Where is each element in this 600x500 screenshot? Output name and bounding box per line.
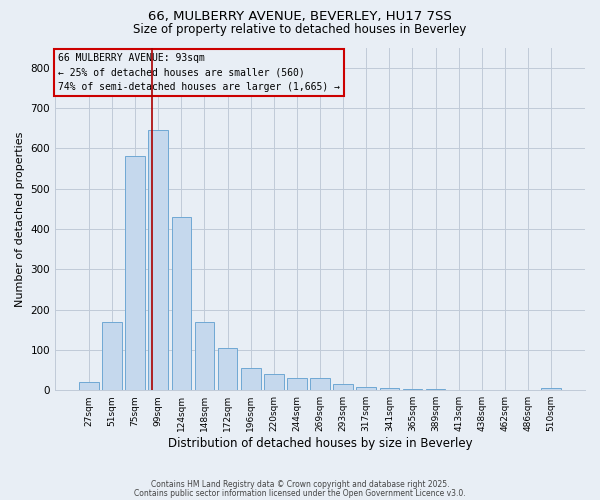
Text: Size of property relative to detached houses in Beverley: Size of property relative to detached ho… xyxy=(133,22,467,36)
Bar xyxy=(125,156,145,390)
Bar xyxy=(102,322,122,390)
X-axis label: Distribution of detached houses by size in Beverley: Distribution of detached houses by size … xyxy=(168,437,472,450)
Bar xyxy=(356,387,376,390)
Bar xyxy=(310,378,330,390)
Text: Contains public sector information licensed under the Open Government Licence v3: Contains public sector information licen… xyxy=(134,488,466,498)
Bar xyxy=(218,348,238,390)
Bar xyxy=(380,388,399,390)
Text: 66 MULBERRY AVENUE: 93sqm
← 25% of detached houses are smaller (560)
74% of semi: 66 MULBERRY AVENUE: 93sqm ← 25% of detac… xyxy=(58,52,340,92)
Bar xyxy=(287,378,307,390)
Bar xyxy=(334,384,353,390)
Text: Contains HM Land Registry data © Crown copyright and database right 2025.: Contains HM Land Registry data © Crown c… xyxy=(151,480,449,489)
Bar xyxy=(264,374,284,390)
Y-axis label: Number of detached properties: Number of detached properties xyxy=(15,131,25,306)
Bar xyxy=(241,368,260,390)
Bar xyxy=(194,322,214,390)
Text: 66, MULBERRY AVENUE, BEVERLEY, HU17 7SS: 66, MULBERRY AVENUE, BEVERLEY, HU17 7SS xyxy=(148,10,452,23)
Bar xyxy=(403,388,422,390)
Bar xyxy=(426,389,445,390)
Bar xyxy=(148,130,168,390)
Bar xyxy=(172,217,191,390)
Bar xyxy=(79,382,99,390)
Bar xyxy=(541,388,561,390)
